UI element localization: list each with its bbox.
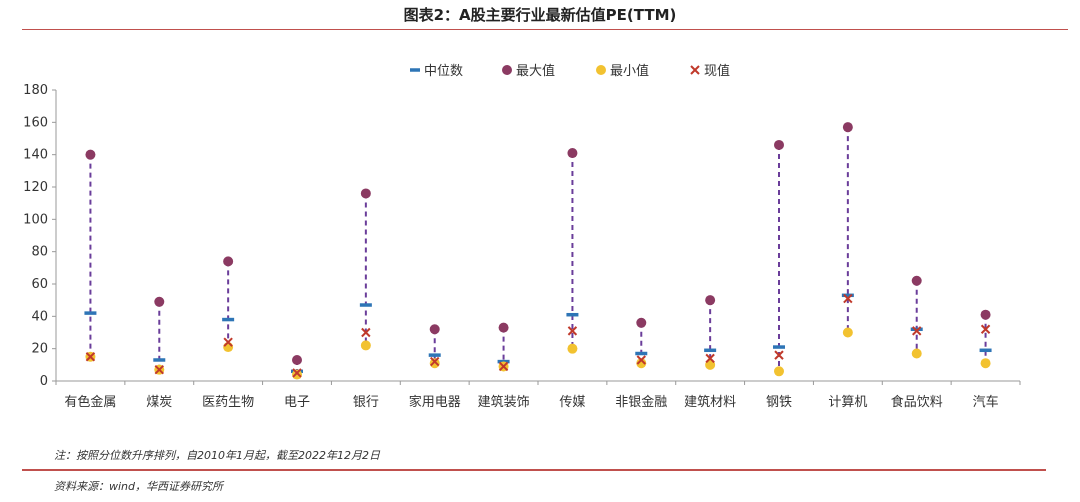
current-marker xyxy=(154,364,164,375)
chart-marks xyxy=(84,122,992,380)
footnote: 注：按照分位数升序排列，自2010年1月起，截至2022年12月2日 xyxy=(54,449,380,462)
legend: 中位数 最大值 最小值 现值 xyxy=(410,63,730,79)
x-category-label: 银行 xyxy=(353,395,379,410)
max-marker xyxy=(567,148,578,159)
current-marker xyxy=(912,326,922,336)
current-marker xyxy=(636,355,646,365)
x-category-label: 有色金属 xyxy=(64,394,116,410)
x-category-label: 电子 xyxy=(284,395,310,410)
legend-label: 最大值 xyxy=(516,63,555,79)
max-marker xyxy=(498,322,509,333)
current-marker xyxy=(85,352,96,362)
y-tick-label: 20 xyxy=(31,342,48,357)
x-category-label: 计算机 xyxy=(828,395,867,410)
current-marker xyxy=(430,356,440,367)
x-category-label: 传媒 xyxy=(559,395,585,410)
max-marker xyxy=(154,296,165,307)
min-marker xyxy=(636,358,647,369)
y-tick-label: 160 xyxy=(23,115,48,130)
x-category-label: 建筑材料 xyxy=(684,394,736,410)
min-marker xyxy=(429,358,440,369)
chart-title: 图表2：A股主要行业最新估值PE(TTM) xyxy=(403,6,677,24)
max-marker xyxy=(705,295,716,306)
max-marker xyxy=(223,256,234,267)
y-tick-label: 120 xyxy=(23,180,48,195)
axes: 0 20 40 60 80 100 120 140 160 180 有色金属 煤炭 医药生物 电子 银行 家用… xyxy=(23,83,1021,410)
current-marker xyxy=(705,353,715,364)
max-marker xyxy=(85,149,96,160)
x-category-label: 钢铁 xyxy=(766,395,792,410)
max-marker xyxy=(980,309,991,320)
legend-label: 中位数 xyxy=(424,64,463,79)
min-marker xyxy=(292,369,302,380)
max-marker xyxy=(360,188,371,199)
max-marker xyxy=(292,354,302,365)
min-marker xyxy=(774,366,784,377)
current-marker xyxy=(292,368,302,378)
y-tick-label: 100 xyxy=(23,212,48,227)
legend-current-swatch xyxy=(690,65,700,75)
legend-label: 现值 xyxy=(704,63,730,79)
y-tick-label: 0 xyxy=(40,374,48,389)
legend-label: 最小值 xyxy=(610,63,649,79)
y-tick-label: 40 xyxy=(31,309,48,324)
max-marker xyxy=(636,317,647,328)
current-marker xyxy=(774,350,784,360)
min-marker xyxy=(705,359,716,370)
min-marker xyxy=(911,348,922,359)
x-category-label: 食品饮料 xyxy=(891,394,943,410)
current-marker xyxy=(843,293,853,304)
y-tick-label: 180 xyxy=(23,83,48,98)
y-tick-label: 80 xyxy=(31,245,48,260)
x-category-label: 建筑装饰 xyxy=(478,394,530,410)
min-marker xyxy=(842,327,853,338)
max-marker xyxy=(429,324,440,335)
current-marker xyxy=(498,361,509,372)
min-marker xyxy=(567,343,578,354)
x-category-label: 汽车 xyxy=(973,394,999,410)
x-category-label: 医药生物 xyxy=(202,395,254,410)
current-marker xyxy=(567,326,578,336)
pe-chart: 中位数 最大值 最小值 现值 0 20 40 60 80 100 120 140 160 180 有色金属… xyxy=(23,63,1021,410)
y-tick-label: 140 xyxy=(23,148,48,163)
x-category-label: 煤炭 xyxy=(146,395,172,410)
max-marker xyxy=(842,122,853,133)
x-category-label: 非银金融 xyxy=(615,394,667,410)
bottom-rule xyxy=(22,469,1046,471)
y-tick-label: 60 xyxy=(31,277,48,292)
top-rule xyxy=(22,29,1068,30)
current-marker xyxy=(223,337,233,347)
x-category-label: 家用电器 xyxy=(409,394,461,410)
source-note: 资料来源：wind，华西证券研究所 xyxy=(54,480,224,493)
current-marker xyxy=(361,327,371,338)
max-marker xyxy=(774,139,784,150)
min-marker xyxy=(360,340,371,351)
legend-min-swatch xyxy=(596,65,606,75)
legend-max-swatch xyxy=(502,65,512,75)
max-marker xyxy=(911,275,922,286)
min-marker xyxy=(980,358,991,369)
current-marker xyxy=(980,324,991,334)
